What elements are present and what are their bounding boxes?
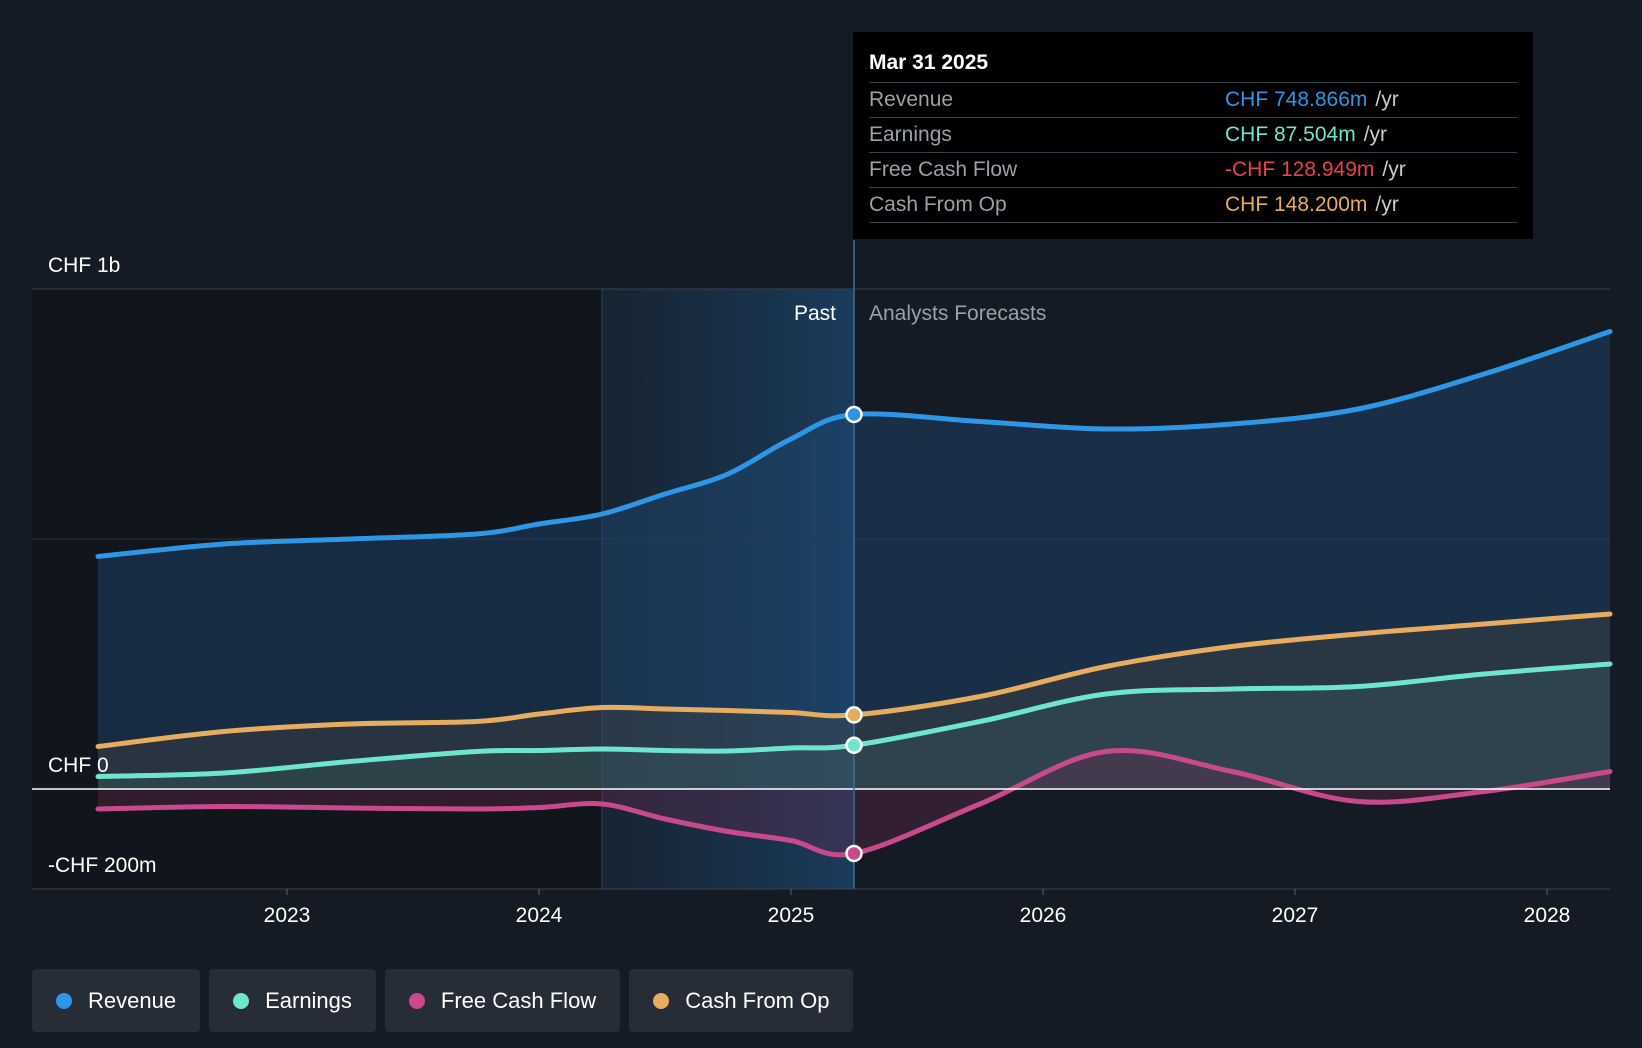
tooltip-label-revenue: Revenue: [869, 88, 954, 111]
legend-item-cash-from-op[interactable]: Cash From Op: [629, 969, 854, 1032]
legend-item-free-cash-flow[interactable]: Free Cash Flow: [384, 969, 621, 1032]
free-cash-flow-line: [95, 748, 1613, 858]
earnings-marker[interactable]: [845, 736, 863, 754]
tooltip-label-free-cash-flow: Free Cash Flow: [869, 158, 1018, 181]
legend-dot-free-cash-flow: [408, 992, 425, 1009]
tooltip-label-cash-from-op: Cash From Op: [869, 193, 1007, 216]
revenue-marker[interactable]: [845, 405, 863, 424]
legend: Revenue Earnings Free Cash Flow Cash From O…: [32, 969, 854, 1032]
tooltip-row-earnings: Earnings CHF 87.504m/yr: [869, 118, 1517, 153]
legend-label-earnings: Earnings: [265, 987, 352, 1013]
revenue-line: [95, 329, 1613, 559]
legend-dot-earnings: [233, 992, 250, 1009]
y-label-bottom: -CHF 200m: [48, 854, 157, 877]
tooltip-unit-revenue: /yr: [1375, 88, 1399, 111]
tooltip-value-free-cash-flow: -CHF 128.949m: [1225, 158, 1375, 181]
earnings-area: [98, 664, 1610, 789]
cash-from-op-marker[interactable]: [845, 706, 863, 724]
tooltip: Mar 31 2025 Revenue CHF 748.866m/yr Earnin…: [853, 32, 1533, 239]
tooltip-label-earnings: Earnings: [869, 123, 952, 146]
past-label: Past: [794, 302, 836, 325]
x-tick-label-2023: 2023: [264, 904, 311, 927]
legend-label-revenue: Revenue: [88, 987, 177, 1013]
tooltip-unit-earnings: /yr: [1363, 123, 1388, 146]
legend-dot-cash-from-op: [653, 992, 670, 1009]
legend-label-free-cash-flow: Free Cash Flow: [440, 987, 597, 1013]
x-tick-label-2027: 2027: [1272, 904, 1319, 927]
legend-item-earnings[interactable]: Earnings: [209, 969, 376, 1032]
y-label-zero: CHF 0: [48, 754, 109, 777]
tooltip-unit-cash-from-op: /yr: [1375, 193, 1399, 216]
x-tick-label-2026: 2026: [1020, 904, 1067, 927]
cash-from-op-line: [95, 611, 1613, 749]
free-cash-flow-marker[interactable]: [845, 844, 863, 863]
tooltip-row-cash-from-op: Cash From Op CHF 148.200m/yr: [869, 188, 1517, 223]
tooltip-row-revenue: Revenue CHF 748.866m/yr: [869, 83, 1517, 118]
earnings-line: [95, 661, 1613, 779]
x-tick-label-2025: 2025: [768, 904, 815, 927]
forecast-label: Analysts Forecasts: [869, 302, 1046, 325]
y-label-top: CHF 1b: [48, 254, 120, 277]
legend-label-cash-from-op: Cash From Op: [685, 987, 830, 1013]
legend-item-revenue[interactable]: Revenue: [32, 969, 201, 1032]
tooltip-row-free-cash-flow: Free Cash Flow -CHF 128.949m/yr: [869, 153, 1517, 188]
tooltip-unit-free-cash-flow: /yr: [1382, 158, 1406, 181]
tooltip-value-revenue: CHF 748.866m: [1225, 88, 1368, 111]
x-tick-label-2028: 2028: [1524, 904, 1571, 927]
tooltip-date: Mar 31 2025: [869, 44, 1517, 83]
tooltip-value-earnings: CHF 87.504m: [1225, 123, 1356, 146]
legend-dot-revenue: [56, 992, 72, 1009]
tooltip-value-cash-from-op: CHF 148.200m: [1225, 193, 1368, 216]
cash-from-op-area: [98, 614, 1610, 789]
x-tick-label-2024: 2024: [516, 904, 563, 927]
